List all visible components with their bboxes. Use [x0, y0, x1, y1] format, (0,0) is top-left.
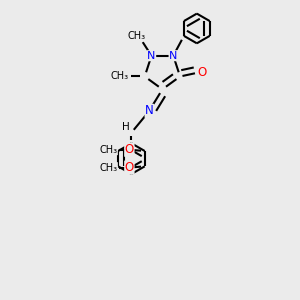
Text: N: N [147, 51, 156, 61]
Text: O: O [125, 161, 134, 174]
Text: N: N [169, 51, 178, 61]
Text: CH₃: CH₃ [99, 145, 117, 155]
Text: N: N [145, 104, 154, 117]
Text: CH₃: CH₃ [111, 71, 129, 82]
Text: H: H [122, 122, 130, 132]
Text: O: O [197, 66, 206, 79]
Text: CH₃: CH₃ [99, 163, 117, 172]
Text: CH₃: CH₃ [128, 31, 146, 41]
Text: O: O [125, 143, 134, 156]
